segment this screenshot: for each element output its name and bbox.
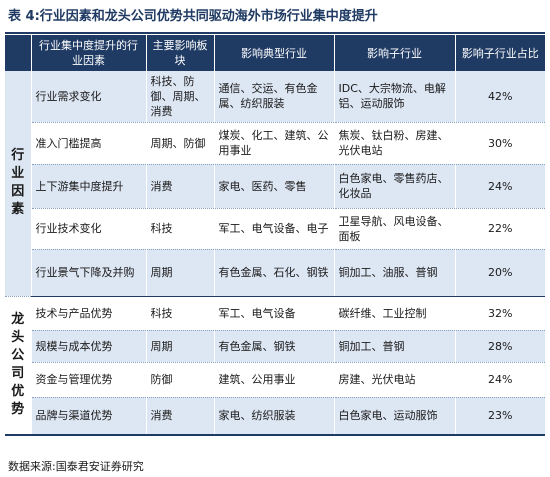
- industries-cell: 有色金属、石化、钢铁: [213, 249, 334, 297]
- subindustries-cell: 碳纤维、工业控制: [333, 296, 455, 331]
- table-row: 准入门槛提高 周期、防御 煤炭、化工、建筑、公用事业 焦炭、钛白粉、房建、光伏电…: [5, 122, 545, 165]
- table-row: 规模与成本优势 周期 有色金属、钢铁 铜加工、普钢 28%: [5, 330, 545, 363]
- share-cell: 20%: [454, 249, 545, 297]
- sector-cell: 防御: [145, 362, 214, 398]
- subindustries-cell: 卫星导航、风电设备、面板: [333, 208, 455, 250]
- industries-cell: 建筑、公用事业: [213, 362, 334, 398]
- source-note: 数据来源:国泰君安证券研究: [8, 460, 144, 473]
- share-cell: 42%: [454, 71, 545, 123]
- industries-cell: 家电、医药、零售: [213, 164, 334, 209]
- subindustries-cell: 白色家电、零售药店、化妆品: [333, 164, 455, 209]
- factor-cell: 资金与管理优势: [30, 362, 146, 398]
- industries-cell: 军工、电气设备、电子: [213, 208, 334, 250]
- industries-cell: 家电、纺织服装: [213, 397, 334, 436]
- table-row: 上下游集中度提升 消费 家电、医药、零售 白色家电、零售药店、化妆品 24%: [5, 164, 545, 209]
- title-divider: [5, 32, 545, 34]
- sector-cell: 周期: [145, 249, 214, 297]
- header-industries: 影响典型行业: [213, 35, 334, 71]
- table-row: 行业因素 行业需求变化 科技、防御、周期、消费 通信、交运、有色金属、纺织服装 …: [5, 71, 545, 297]
- table-row: 品牌与渠道优势 消费 家电、纺织服装 白色家电、运动服饰 23%: [5, 397, 545, 436]
- factor-cell: 技术与产品优势: [30, 296, 146, 331]
- header-row: 行业集中度提升的行业因素 主要影响板块 影响典型行业 影响子行业 影响子行业占比: [5, 35, 545, 71]
- sector-cell: 消费: [145, 397, 214, 436]
- factor-cell: 上下游集中度提升: [30, 164, 146, 209]
- group-label-leader: 龙头公司优势: [5, 296, 31, 436]
- sector-cell: 科技: [145, 208, 214, 250]
- industries-cell: 通信、交运、有色金属、纺织服装: [213, 71, 334, 123]
- factor-cell: 行业需求变化: [30, 71, 146, 123]
- header-subindustries: 影响子行业: [333, 35, 455, 71]
- factor-cell: 规模与成本优势: [30, 330, 146, 363]
- header-factor: 行业集中度提升的行业因素: [30, 35, 146, 71]
- group-label-industry: 行业因素: [5, 71, 31, 297]
- table-row: 行业景气下降及并购 周期 有色金属、石化、钢铁 铜加工、油服、普钢 20%: [5, 249, 545, 297]
- header-group: [5, 35, 31, 71]
- factor-cell: 品牌与渠道优势: [30, 397, 146, 436]
- sector-cell: 科技: [145, 296, 214, 331]
- header-sector: 主要影响板块: [145, 35, 214, 71]
- factor-cell: 行业技术变化: [30, 208, 146, 250]
- concentration-table: 行业集中度提升的行业因素 主要影响板块 影响典型行业 影响子行业 影响子行业占比…: [5, 35, 545, 436]
- share-cell: 28%: [454, 330, 545, 363]
- industries-cell: 军工、电气设备: [213, 296, 334, 331]
- header-share: 影响子行业占比: [454, 35, 545, 71]
- sector-cell: 消费: [145, 164, 214, 209]
- table-row: 资金与管理优势 防御 建筑、公用事业 房建、光伏电站 24%: [5, 362, 545, 398]
- factor-cell: 行业景气下降及并购: [30, 249, 146, 297]
- subindustries-cell: 白色家电、运动服饰: [333, 397, 455, 436]
- table-row: 行业技术变化 科技 军工、电气设备、电子 卫星导航、风电设备、面板 22%: [5, 208, 545, 250]
- subindustries-cell: 铜加工、普钢: [333, 330, 455, 363]
- share-cell: 24%: [454, 362, 545, 398]
- share-cell: 30%: [454, 122, 545, 165]
- table-row: 龙头公司优势 技术与产品优势 科技 军工、电气设备 碳纤维、工业控制 32%: [5, 296, 545, 436]
- subindustries-cell: 房建、光伏电站: [333, 362, 455, 398]
- share-cell: 22%: [454, 208, 545, 250]
- sector-cell: 科技、防御、周期、消费: [145, 71, 214, 123]
- subindustries-cell: 铜加工、油服、普钢: [333, 249, 455, 297]
- industries-cell: 煤炭、化工、建筑、公用事业: [213, 122, 334, 165]
- share-cell: 32%: [454, 296, 545, 331]
- sector-cell: 周期: [145, 330, 214, 363]
- subindustries-cell: 焦炭、钛白粉、房建、光伏电站: [333, 122, 455, 165]
- factor-cell: 准入门槛提高: [30, 122, 146, 165]
- subindustries-cell: IDC、大宗物流、电解铝、运动服饰: [333, 71, 455, 123]
- table-title: 表 4:行业因素和龙头公司优势共同驱动海外市场行业集中度提升: [8, 9, 378, 24]
- sector-cell: 周期、防御: [145, 122, 214, 165]
- share-cell: 24%: [454, 164, 545, 209]
- share-cell: 23%: [454, 397, 545, 436]
- industries-cell: 有色金属、钢铁: [213, 330, 334, 363]
